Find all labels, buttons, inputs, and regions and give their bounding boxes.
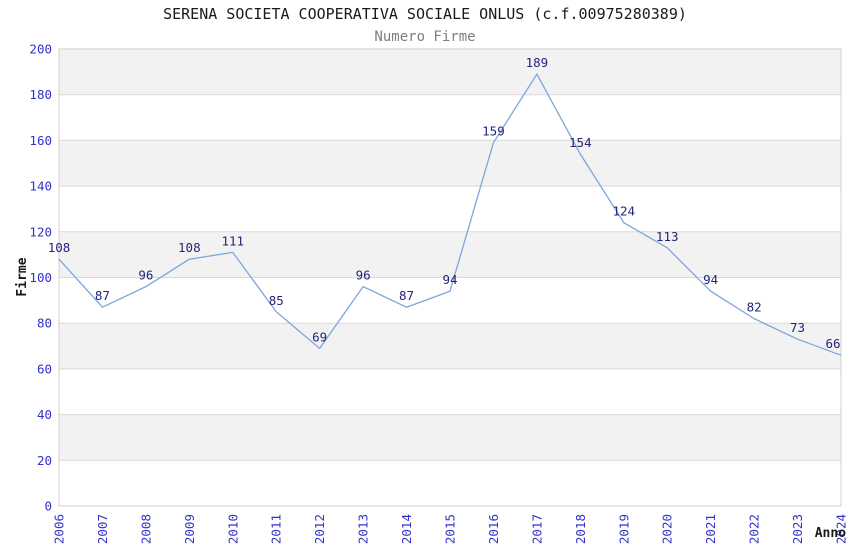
y-tick-label: 120 (29, 224, 52, 239)
x-tick-label: 2020 (660, 514, 675, 544)
x-tick-label: 2018 (573, 514, 588, 544)
data-point-label: 111 (221, 233, 244, 248)
plot-border (58, 48, 842, 507)
data-point-label: 96 (356, 268, 371, 283)
y-tick-label: 180 (29, 87, 52, 102)
band-white (59, 460, 841, 506)
x-tick-label: 2023 (790, 514, 805, 544)
x-tick-label: 2017 (529, 514, 544, 544)
data-point-label: 94 (703, 272, 718, 287)
data-point-label: 66 (825, 336, 840, 351)
y-tick-label: 140 (29, 179, 52, 194)
band-gray (59, 414, 841, 461)
gridlines (59, 94, 841, 461)
data-point-label: 73 (790, 320, 805, 335)
x-tick-label: 2014 (399, 514, 414, 544)
x-tick-label: 2011 (269, 514, 284, 544)
data-point-label: 85 (269, 293, 284, 308)
line-series (58, 73, 842, 356)
data-point-label: 82 (747, 300, 762, 315)
x-tick-label: 2013 (356, 514, 371, 544)
plot-border-rect (58, 48, 842, 507)
y-tick-label: 80 (37, 316, 52, 331)
y-tick-label: 100 (29, 270, 52, 285)
x-tick-label: 2019 (616, 514, 631, 544)
band-gray (59, 231, 841, 278)
data-point-label: 87 (399, 288, 414, 303)
y-tick-label: 0 (44, 499, 52, 514)
x-tick-label: 2010 (225, 514, 240, 544)
x-tick-label: 2024 (834, 514, 849, 544)
series-line (58, 73, 842, 356)
x-tick-label: 2009 (182, 514, 197, 544)
data-point-label: 108 (48, 240, 71, 255)
data-point-label: 189 (526, 55, 549, 70)
band-white (59, 186, 841, 232)
data-point-labels: 108 87 96 108 111 85 69 96 87 94 159 189 154 124 113 94… (48, 55, 841, 351)
y-tick-label: 200 (29, 42, 52, 57)
x-tick-label: 2021 (703, 514, 718, 544)
band-gray (59, 323, 841, 369)
x-tick-label: 2015 (443, 514, 458, 544)
data-point-label: 159 (482, 124, 505, 139)
x-tick-label: 2022 (747, 514, 762, 544)
data-point-label: 113 (656, 229, 679, 244)
data-point-label: 124 (612, 204, 635, 219)
data-point-label: 94 (442, 272, 457, 287)
data-point-label: 154 (569, 135, 592, 150)
data-point-label: 69 (312, 329, 327, 344)
x-axis-title: Anno (815, 526, 846, 541)
x-tick-label: 2007 (95, 514, 110, 544)
y-tick-label: 60 (37, 361, 52, 376)
x-tick-label: 2016 (486, 514, 501, 544)
band-gray (59, 140, 841, 187)
chart-subtitle: Numero Firme (374, 29, 475, 45)
x-tick-label: 2006 (52, 514, 67, 544)
background-bands (59, 49, 841, 506)
y-axis-title: Firme (15, 257, 30, 296)
band-gray (59, 49, 841, 95)
band-white (59, 94, 841, 141)
data-point-label: 96 (138, 268, 153, 283)
x-tick-label: 2008 (138, 514, 153, 544)
data-point-label: 87 (95, 288, 110, 303)
y-tick-label: 40 (37, 407, 52, 422)
y-tick-label: 160 (29, 133, 52, 148)
data-point-label: 108 (178, 240, 201, 255)
band-white (59, 277, 841, 324)
chart-title: SERENA SOCIETA COOPERATIVA SOCIALE ONLUS… (163, 5, 687, 23)
x-tick-label: 2012 (312, 514, 327, 544)
axis-tick-labels: 0 20 40 60 80 100 120 140 160 180 200 2006 2007 2008 2… (29, 42, 848, 545)
band-white (59, 368, 841, 415)
y-tick-label: 20 (37, 453, 52, 468)
